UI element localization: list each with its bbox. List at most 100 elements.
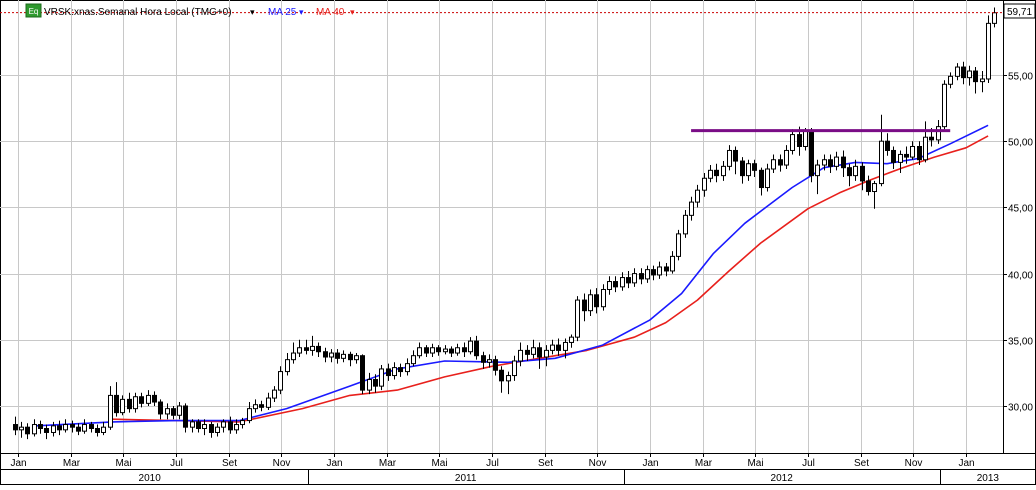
candle bbox=[76, 423, 81, 436]
candle bbox=[25, 423, 30, 440]
candle-body bbox=[221, 421, 226, 428]
candle-body bbox=[632, 273, 637, 284]
candle-body bbox=[32, 424, 37, 435]
month-label: Nov bbox=[273, 458, 291, 469]
candle-body bbox=[657, 266, 662, 276]
candle bbox=[752, 159, 757, 177]
candle bbox=[272, 386, 277, 403]
candle bbox=[323, 347, 328, 363]
candle-body bbox=[639, 273, 644, 280]
candle-body bbox=[310, 345, 315, 351]
candle-body bbox=[727, 149, 732, 167]
candle-body bbox=[518, 349, 523, 362]
candle-body bbox=[695, 189, 700, 203]
ma40-dropdown-icon[interactable]: ▾ bbox=[350, 7, 355, 17]
candle-body bbox=[942, 83, 947, 128]
candle-body bbox=[708, 169, 713, 179]
candle bbox=[923, 121, 928, 163]
candle bbox=[784, 145, 789, 170]
candle bbox=[948, 72, 953, 89]
month-label: Mai bbox=[431, 458, 447, 469]
candle-body bbox=[341, 353, 346, 359]
candle bbox=[228, 416, 233, 434]
price-tick-label: 45,00 bbox=[1008, 204, 1033, 215]
candle bbox=[430, 343, 435, 358]
candle bbox=[449, 346, 454, 358]
candle-body bbox=[499, 369, 504, 382]
candle-body bbox=[266, 397, 271, 408]
candle bbox=[853, 159, 858, 181]
candle bbox=[676, 229, 681, 261]
candle-body bbox=[89, 424, 94, 430]
ma25-legend[interactable]: MA 25 bbox=[268, 7, 297, 18]
candle-body bbox=[297, 347, 302, 354]
last-price-box bbox=[1003, 3, 1036, 19]
candle-body bbox=[95, 428, 100, 433]
candle-body bbox=[354, 355, 359, 361]
candle bbox=[335, 349, 340, 364]
price-axis-panel[interactable] bbox=[1003, 0, 1036, 454]
candle bbox=[771, 154, 776, 173]
candle bbox=[392, 362, 397, 380]
candle-body bbox=[127, 398, 132, 410]
candle-body bbox=[790, 134, 795, 151]
candle-body bbox=[967, 70, 972, 79]
candle-body bbox=[443, 348, 448, 353]
candle bbox=[259, 400, 264, 412]
candle bbox=[341, 350, 346, 363]
candle-body bbox=[436, 347, 441, 353]
candle-body bbox=[247, 408, 252, 422]
candle bbox=[670, 251, 675, 274]
candle-body bbox=[196, 421, 201, 430]
candle-body bbox=[367, 379, 372, 391]
year-label: 2012 bbox=[771, 473, 794, 484]
candle-body bbox=[664, 266, 669, 272]
candle bbox=[973, 67, 978, 94]
candle-body bbox=[917, 145, 922, 161]
candle-body bbox=[556, 344, 561, 351]
candle bbox=[139, 392, 144, 408]
candle bbox=[146, 390, 151, 406]
price-tick-label: 50,00 bbox=[1008, 138, 1033, 149]
equity-icon[interactable] bbox=[25, 3, 42, 18]
candle bbox=[354, 353, 359, 364]
candle-body bbox=[891, 149, 896, 163]
candle bbox=[841, 150, 846, 177]
month-label: Mar bbox=[379, 458, 397, 469]
candle bbox=[158, 399, 163, 420]
candle bbox=[196, 419, 201, 433]
candle bbox=[63, 419, 68, 433]
candle-body bbox=[702, 177, 707, 191]
candle bbox=[253, 399, 258, 413]
month-label: Jul bbox=[170, 458, 183, 469]
candle bbox=[809, 127, 814, 183]
candle-body bbox=[601, 288, 606, 308]
candle bbox=[569, 334, 574, 348]
candle bbox=[234, 419, 239, 434]
candle bbox=[828, 154, 833, 173]
candle-body bbox=[165, 408, 170, 415]
month-label: Jul bbox=[486, 458, 499, 469]
candle bbox=[101, 421, 106, 436]
candle bbox=[872, 180, 877, 209]
candle bbox=[955, 63, 960, 81]
candle-body bbox=[778, 159, 783, 166]
ma25-dropdown-icon[interactable]: ▾ bbox=[299, 7, 304, 17]
title-dropdown-icon[interactable]: ▾ bbox=[250, 7, 255, 17]
candle bbox=[32, 419, 37, 437]
candle-body bbox=[872, 183, 877, 193]
candle-body bbox=[177, 405, 182, 416]
candle-body bbox=[493, 359, 498, 371]
ma40-path bbox=[112, 135, 989, 423]
candle-body bbox=[986, 22, 991, 80]
candle-body bbox=[746, 163, 751, 177]
candle bbox=[360, 354, 365, 395]
candle-body bbox=[670, 255, 675, 272]
chart-title[interactable]: VRSK:xnas.Semanal Hora Local (TMG+0) bbox=[44, 7, 232, 18]
candle bbox=[967, 65, 972, 86]
ma40-legend[interactable]: MA 40 bbox=[316, 7, 345, 18]
price-tick-label: 35,00 bbox=[1008, 337, 1033, 348]
candle bbox=[44, 424, 49, 440]
candle-body bbox=[626, 277, 631, 284]
